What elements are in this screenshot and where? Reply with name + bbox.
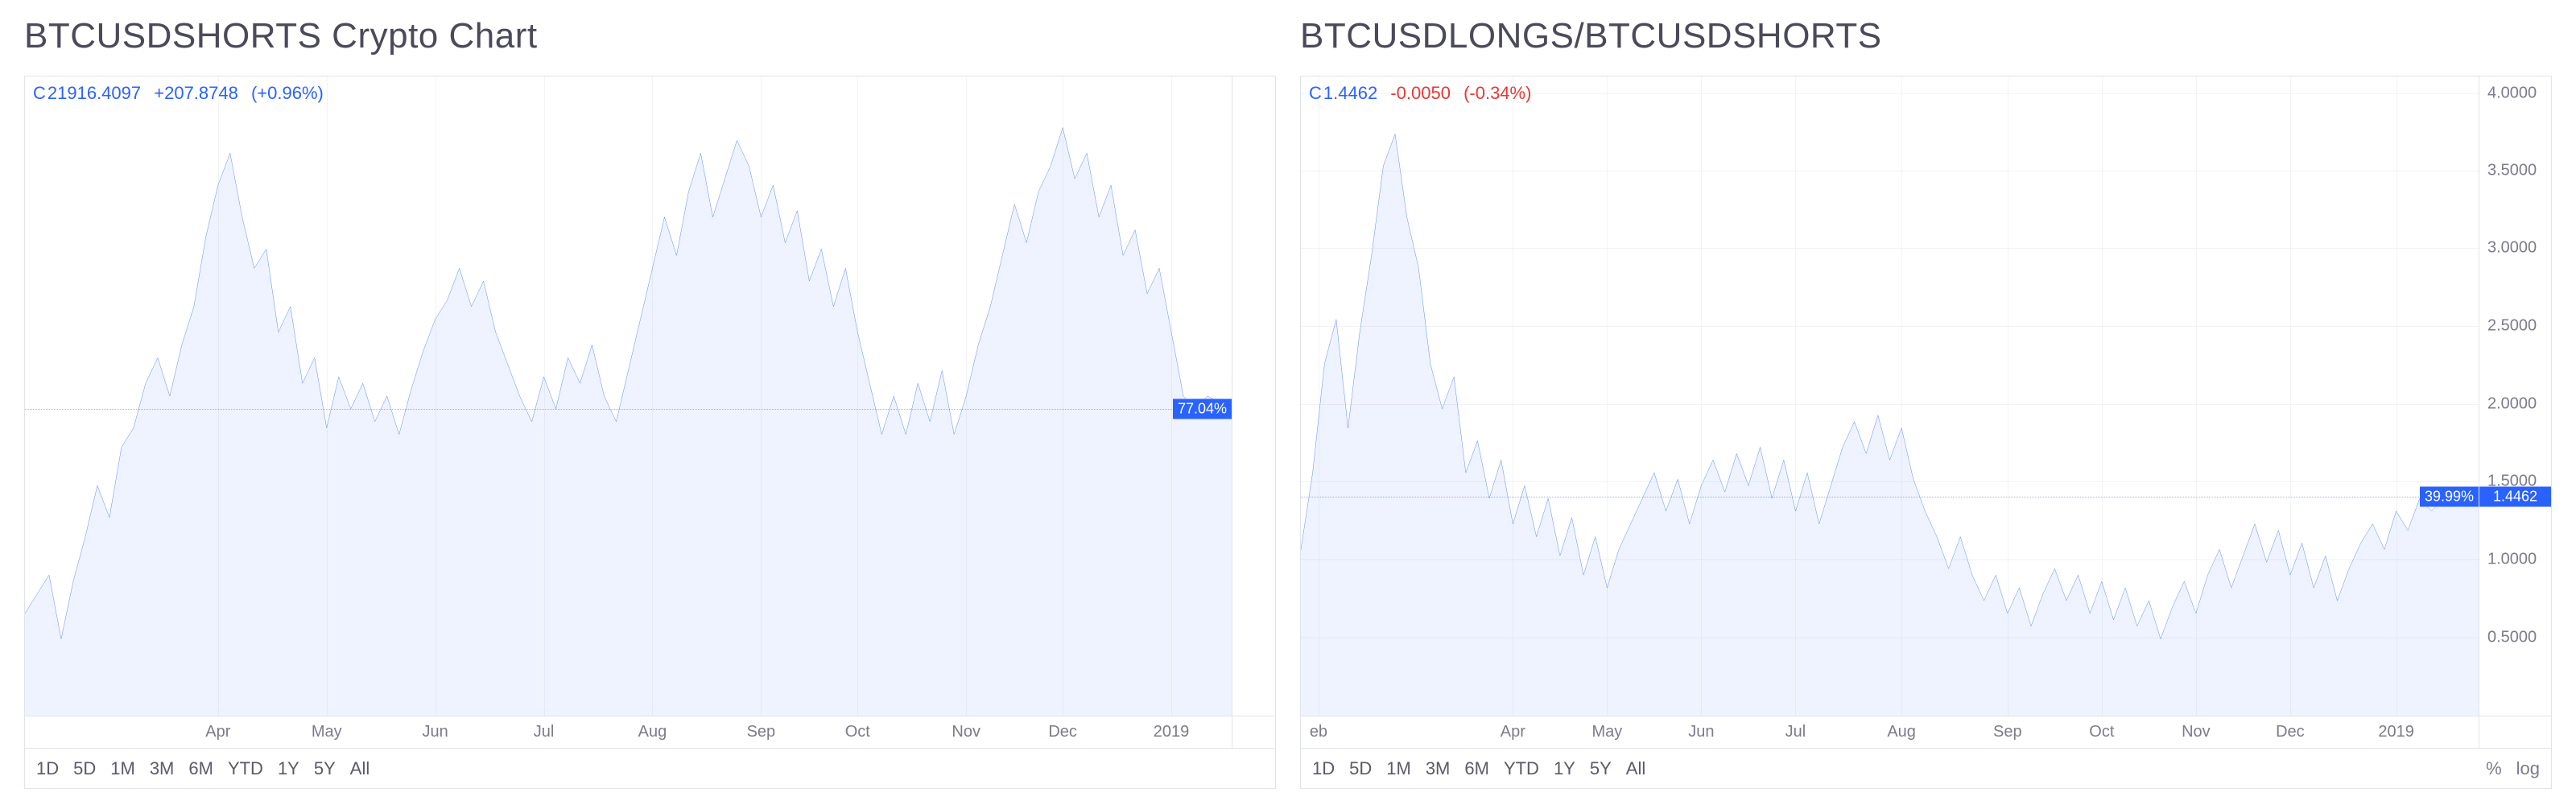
chart-line [25, 76, 1232, 716]
range-button-5y[interactable]: 5Y [314, 758, 336, 779]
legend-pct: (-0.34%) [1463, 83, 1531, 103]
range-button-1d[interactable]: 1D [36, 758, 59, 779]
chart-yaxis [1232, 76, 1275, 716]
legend-symbol: C [33, 83, 46, 103]
chart-xaxis: eb Apr May Jun Jul Aug Sep Oct Nov Dec 2019 [1301, 716, 2551, 748]
chart-xaxis: Apr May Jun Jul Aug Sep Oct Nov Dec 2019 [25, 716, 1275, 748]
range-button-6m[interactable]: 6M [188, 758, 213, 779]
range-button-1m[interactable]: 1M [110, 758, 135, 779]
yaxis-tick: 3.5000 [2487, 161, 2537, 180]
xaxis-tick: Jun [423, 723, 448, 741]
chart-yaxis: 1.44624.00003.50003.00002.50002.00001.50… [2479, 76, 2551, 716]
xaxis-tick: Jul [1785, 723, 1806, 741]
range-button-3m[interactable]: 3M [150, 758, 175, 779]
range-button-1y[interactable]: 1Y [1554, 758, 1575, 779]
xaxis-tick: 2019 [1154, 723, 1190, 741]
xaxis-tick: Oct [2089, 723, 2114, 741]
chart-plot-area[interactable]: C1.4462 -0.0050 (-0.34%) 39.99% [1301, 76, 2479, 716]
xaxis-tick: May [1591, 723, 1622, 741]
range-button-5y[interactable]: 5Y [1590, 758, 1612, 779]
range-button-6m[interactable]: 6M [1464, 758, 1489, 779]
yaxis-tick: 2.5000 [2487, 316, 2537, 335]
range-button-1d[interactable]: 1D [1312, 758, 1335, 779]
xaxis-tick: eb [1310, 723, 1327, 741]
range-button-ytd[interactable]: YTD [1504, 758, 1539, 779]
yaxis-tick: 4.0000 [2487, 84, 2537, 102]
legend-value: 1.4462 [1323, 83, 1377, 103]
range-button-1y[interactable]: 1Y [278, 758, 299, 779]
chart-plot-area[interactable]: C21916.4097 +207.8748 (+0.96%) 77.04% [25, 76, 1232, 716]
yaxis-tick: 1.0000 [2487, 551, 2537, 569]
chart-legend: C21916.4097 +207.8748 (+0.96%) [33, 83, 324, 104]
legend-symbol: C [1309, 83, 1322, 103]
range-button-5d[interactable]: 5D [1349, 758, 1372, 779]
xaxis-tick: Apr [205, 723, 230, 741]
range-button-all[interactable]: All [350, 758, 369, 779]
chart-title: BTCUSDSHORTS Crypto Chart [24, 16, 1276, 56]
range-button-5d[interactable]: 5D [73, 758, 96, 779]
chart-range-selector: 1D 5D 1M 3M 6M YTD 1Y 5Y All% log [1301, 748, 2551, 788]
price-badge: 77.04% [1173, 398, 1232, 419]
legend-pct: (+0.96%) [251, 83, 324, 103]
legend-value: 21916.4097 [47, 83, 141, 103]
range-button-all[interactable]: All [1626, 758, 1645, 779]
chart-panel-right: BTCUSDLONGS/BTCUSDSHORTS C1.4462 -0.0050… [1300, 16, 2552, 789]
xaxis-tick: Aug [1887, 723, 1916, 741]
xaxis-tick: Jul [534, 723, 555, 741]
range-button-ytd[interactable]: YTD [228, 758, 263, 779]
chart-panel-left: BTCUSDSHORTS Crypto Chart C21916.4097 +2… [24, 16, 1276, 789]
scale-option-log[interactable]: log [2516, 758, 2540, 779]
price-badge-value: 1.4462 [2479, 487, 2551, 507]
legend-change: -0.0050 [1390, 83, 1451, 103]
xaxis-tick: May [312, 723, 342, 741]
xaxis-tick: Dec [1048, 723, 1077, 741]
xaxis-tick: 2019 [2378, 723, 2414, 741]
chart-container: C1.4462 -0.0050 (-0.34%) 39.99% 1.44624.… [1300, 76, 2552, 789]
chart-container: C21916.4097 +207.8748 (+0.96%) 77.04% Ap… [24, 76, 1276, 789]
price-badge-pct: 39.99% [2420, 487, 2479, 507]
xaxis-tick: Oct [845, 723, 870, 741]
xaxis-tick: Nov [952, 723, 980, 741]
chart-range-selector: 1D 5D 1M 3M 6M YTD 1Y 5Y All [25, 748, 1275, 788]
xaxis-tick: Aug [638, 723, 667, 741]
yaxis-tick: 2.0000 [2487, 394, 2537, 413]
scale-option-pct[interactable]: % [2486, 758, 2502, 779]
xaxis-tick: Apr [1501, 723, 1525, 741]
range-button-1m[interactable]: 1M [1386, 758, 1411, 779]
xaxis-tick: Jun [1688, 723, 1714, 741]
range-button-3m[interactable]: 3M [1426, 758, 1451, 779]
xaxis-tick: Sep [1993, 723, 2022, 741]
xaxis-tick: Nov [2182, 723, 2211, 741]
legend-change: +207.8748 [154, 83, 238, 103]
yaxis-tick: 3.0000 [2487, 238, 2537, 257]
yaxis-tick: 0.5000 [2487, 629, 2537, 647]
chart-line [1301, 76, 2479, 716]
chart-title: BTCUSDLONGS/BTCUSDSHORTS [1300, 16, 2552, 56]
xaxis-tick: Dec [2276, 723, 2305, 741]
xaxis-tick: Sep [747, 723, 776, 741]
chart-legend: C1.4462 -0.0050 (-0.34%) [1309, 83, 1531, 104]
